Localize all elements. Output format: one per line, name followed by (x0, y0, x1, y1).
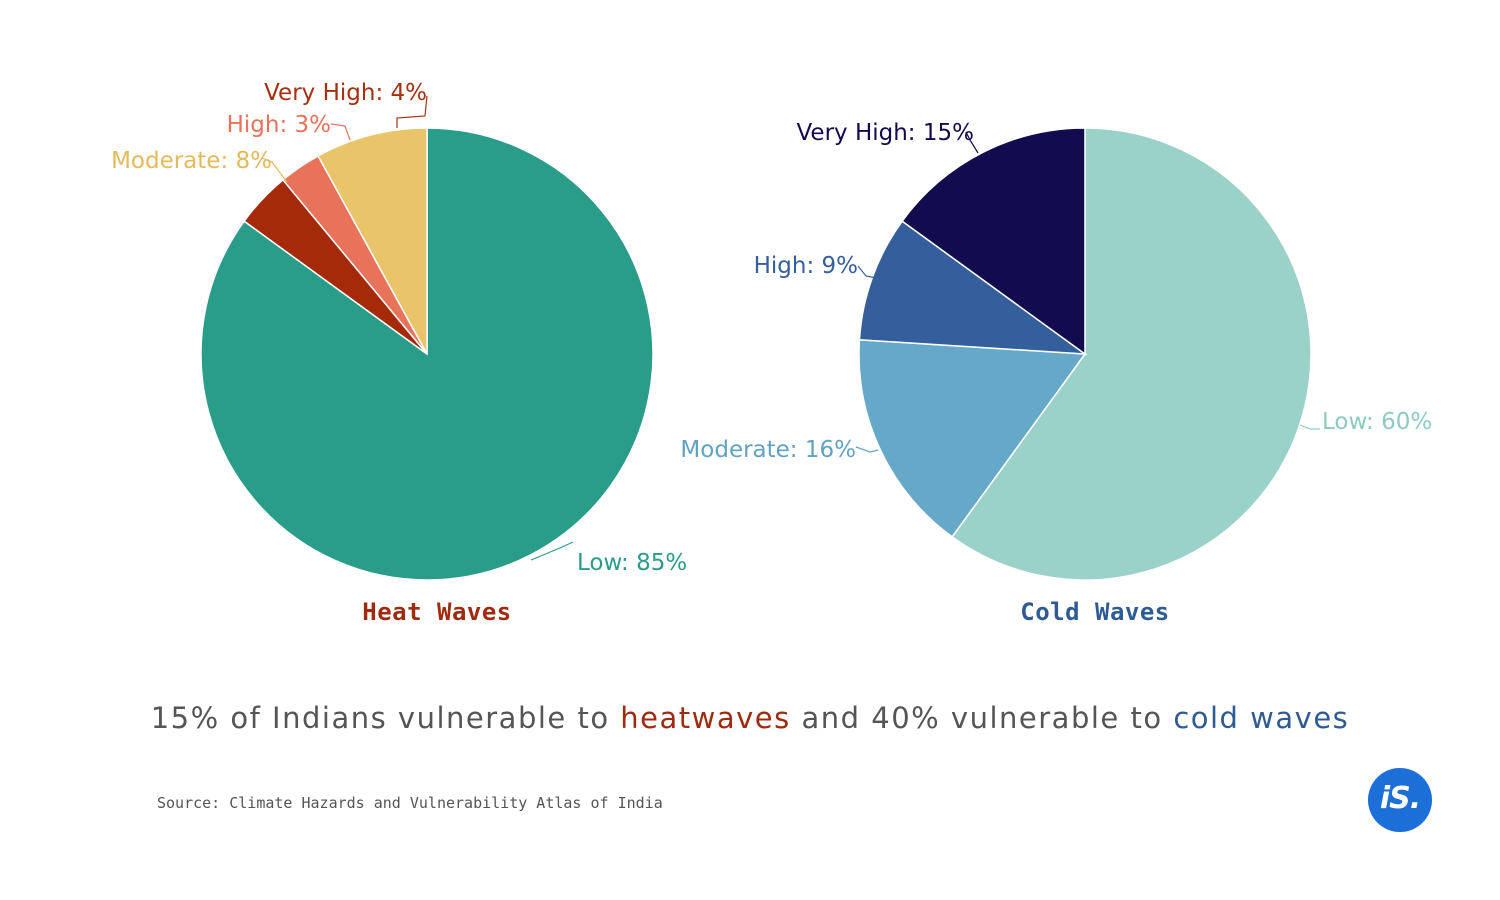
heat-label-high: High: 3% (227, 112, 331, 138)
cold-leader-high (857, 265, 877, 279)
heat-label-moderate: Moderate: 8% (111, 148, 272, 174)
cold-slice-moderate (858, 339, 1087, 538)
heat-waves-title: Heat Waves (362, 598, 512, 626)
source-note: Source: Climate Hazards and Vulnerabilit… (157, 794, 663, 812)
cold-leader-low (1299, 424, 1320, 430)
heat-leader-moderate (261, 157, 288, 183)
headline-part1: 15% of Indians vulnerable to (150, 701, 621, 735)
cold-waves-title: Cold Waves (1020, 598, 1170, 626)
brand-logo: iS. (1368, 768, 1432, 832)
cold-label-low: Low: 60% (1322, 409, 1432, 435)
cold-label-very-high: Very High: 15% (796, 120, 974, 146)
cold-label-high: High: 9% (754, 253, 858, 279)
headline-cold-word: cold waves (1173, 701, 1350, 735)
heat-label-very-high: Very High: 4% (264, 80, 427, 106)
headline-part2: and 40% vulnerable to (790, 701, 1174, 735)
cold-leader-moderate (855, 446, 879, 453)
cold-slice-low (951, 127, 1312, 581)
heat-label-low: Low: 85% (577, 550, 687, 576)
headline: 15% of Indians vulnerable to heatwaves a… (0, 701, 1500, 735)
cold-label-moderate: Moderate: 16% (680, 437, 856, 463)
cold-leader-very-high (965, 131, 979, 154)
headline-heat-word: heatwaves (620, 701, 791, 735)
heat-leader-low (530, 541, 574, 561)
heat-leader-high (330, 123, 351, 141)
cold-slice-very-high (901, 127, 1086, 356)
heat-slice-moderate (317, 127, 428, 355)
heat-leader-very-high (396, 95, 428, 128)
